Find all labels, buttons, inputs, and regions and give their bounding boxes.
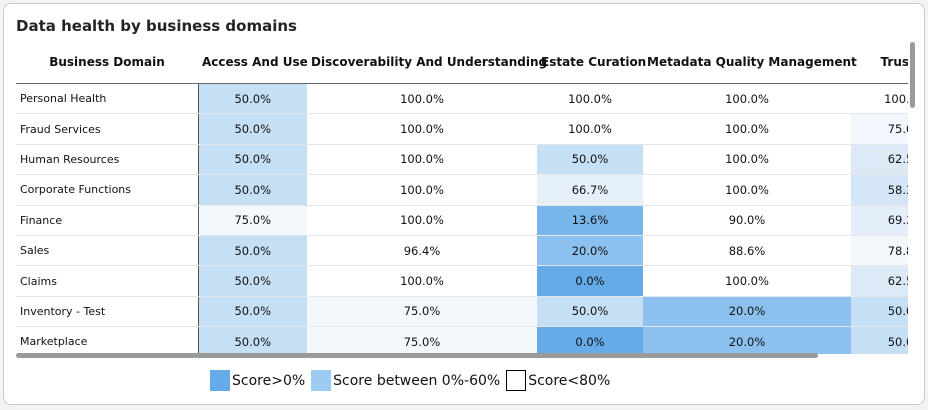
- score-cell: 100.0%: [307, 144, 537, 176]
- score-cell: 100.0%: [643, 144, 851, 176]
- score-cell: 50.0%: [537, 144, 643, 176]
- table-row: Personal Health 50.0% 100.0% 100.0% 100.0% 10…: [16, 83, 908, 115]
- domain-cell: Corporate Functions: [16, 174, 199, 206]
- score-cell: 96.4%: [307, 235, 537, 267]
- score-cell: 50.0%: [198, 326, 307, 354]
- domain-cell: Claims: [16, 265, 199, 297]
- score-cell: 78.8%: [851, 235, 908, 267]
- legend-item: Score>0%: [210, 370, 305, 391]
- domain-cell: Sales: [16, 235, 199, 267]
- domain-cell: Finance: [16, 205, 199, 236]
- legend-label: Score between 0%-60%: [333, 372, 501, 389]
- legend-swatch: [210, 370, 230, 391]
- table-row: Human Resources 50.0% 100.0% 50.0% 100.0% 62.…: [16, 144, 908, 176]
- column-header: Discoverability And Understanding: [307, 41, 547, 84]
- domain-cell: Human Resources: [16, 144, 199, 176]
- score-cell: 66.7%: [537, 174, 643, 206]
- legend-swatch: [506, 370, 527, 391]
- score-cell: 50.0%: [851, 296, 908, 328]
- score-cell: 100.0%: [851, 83, 908, 115]
- score-cell: 100.0%: [307, 83, 537, 115]
- score-cell: 50.0%: [198, 83, 307, 115]
- domain-cell: Fraud Services: [16, 113, 199, 145]
- horizontal-scrollbar[interactable]: [16, 353, 818, 358]
- legend: Score>0% Score between 0%-60% Score<80%: [210, 370, 610, 391]
- score-cell: 100.0%: [307, 174, 537, 206]
- score-cell: 20.0%: [643, 296, 851, 328]
- domain-cell: Inventory - Test: [16, 296, 199, 328]
- card-title: Data health by business domains: [16, 17, 297, 35]
- legend-label: Score<80%: [528, 372, 611, 389]
- table-viewport: Business Domain Access And Use Discoverabi…: [16, 41, 908, 354]
- score-cell: 58.3%: [851, 174, 908, 206]
- score-cell: 100.0%: [537, 113, 643, 145]
- table-body: Personal Health 50.0% 100.0% 100.0% 100.0% 10…: [16, 83, 908, 354]
- score-cell: 100.0%: [537, 83, 643, 115]
- score-cell: 62.5%: [851, 144, 908, 176]
- score-cell: 50.0%: [198, 174, 307, 206]
- score-cell: 50.0%: [851, 326, 908, 354]
- legend-label: Score>0%: [232, 372, 306, 389]
- score-cell: 13.6%: [537, 205, 643, 236]
- score-cell: 50.0%: [198, 113, 307, 145]
- legend-item: Score between 0%-60%: [311, 370, 500, 391]
- score-cell: 50.0%: [198, 265, 307, 297]
- domain-cell: Marketplace: [16, 326, 199, 354]
- column-header: Trusted: [851, 41, 908, 84]
- score-cell: 50.0%: [537, 296, 643, 328]
- card: Data health by business domains Business…: [3, 3, 925, 405]
- score-cell: 0.0%: [537, 326, 643, 354]
- table-row: Fraud Services 50.0% 100.0% 100.0% 100.0% 75.…: [16, 113, 908, 145]
- score-cell: 100.0%: [307, 265, 537, 297]
- column-header: Estate Curation: [537, 41, 646, 84]
- score-cell: 75.0%: [851, 113, 908, 145]
- score-cell: 50.0%: [198, 144, 307, 176]
- score-cell: 20.0%: [643, 326, 851, 354]
- domain-cell: Personal Health: [16, 83, 199, 115]
- table: Business Domain Access And Use Discoverabi…: [16, 41, 908, 354]
- score-cell: 100.0%: [643, 265, 851, 297]
- score-cell: 100.0%: [307, 205, 537, 236]
- score-cell: 75.0%: [307, 296, 537, 328]
- score-cell: 20.0%: [537, 235, 643, 267]
- score-cell: 0.0%: [537, 265, 643, 297]
- table-row: Corporate Functions 50.0% 100.0% 66.7% 100.0…: [16, 174, 908, 206]
- score-cell: 90.0%: [643, 205, 851, 236]
- legend-item: Score<80%: [506, 370, 610, 391]
- score-cell: 88.6%: [643, 235, 851, 267]
- column-header: Metadata Quality Management: [643, 41, 857, 84]
- score-cell: 75.0%: [198, 205, 307, 236]
- header-row: Business Domain Access And Use Discoverabi…: [16, 41, 908, 84]
- score-cell: 62.5%: [851, 265, 908, 297]
- column-header: Business Domain: [16, 41, 198, 84]
- score-cell: 75.0%: [307, 326, 537, 354]
- score-cell: 69.3%: [851, 205, 908, 236]
- score-cell: 100.0%: [643, 113, 851, 145]
- legend-swatch: [311, 370, 332, 391]
- column-header: Access And Use: [198, 41, 308, 84]
- vertical-scrollbar[interactable]: [910, 42, 915, 108]
- score-cell: 100.0%: [643, 174, 851, 206]
- score-cell: 100.0%: [307, 113, 537, 145]
- table-row: Inventory - Test50.0%75.0%50.0%20.0%50.0…: [16, 296, 908, 328]
- score-cell: 100.0%: [643, 83, 851, 115]
- score-cell: 50.0%: [198, 235, 307, 267]
- score-cell: 50.0%: [198, 296, 307, 328]
